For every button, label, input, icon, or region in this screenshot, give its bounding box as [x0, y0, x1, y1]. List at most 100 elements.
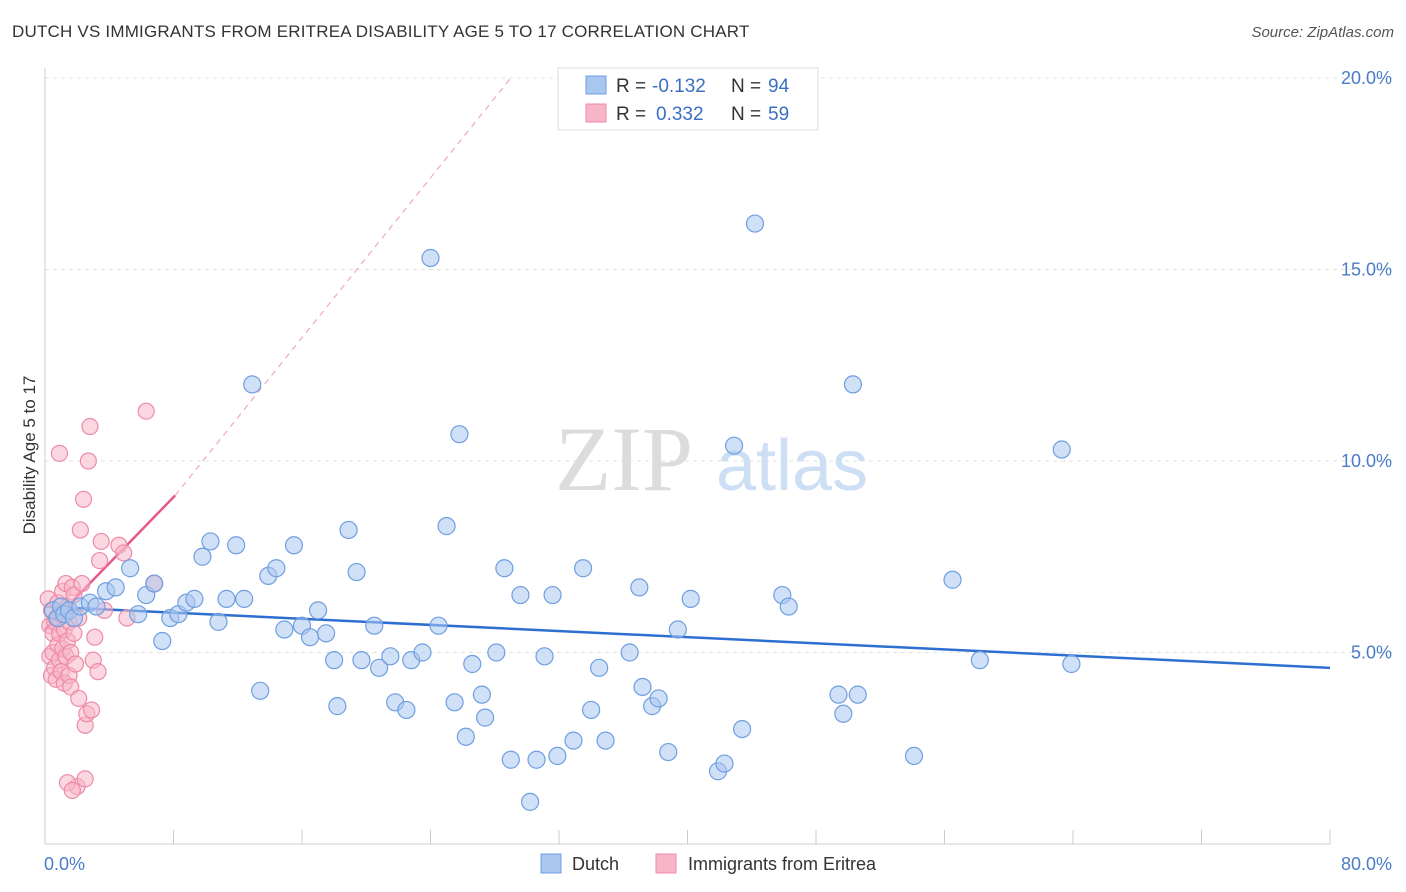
chart-source: Source: ZipAtlas.com: [1251, 24, 1394, 41]
point-dutch-10: [106, 578, 125, 597]
x-tick-labels: 0.0% 80.0%: [44, 854, 1392, 874]
point-dutch-59: [501, 750, 520, 769]
point-dutch-8: [87, 597, 106, 616]
bottom-legend-eritrea: Immigrants from Eritrea: [688, 854, 877, 874]
point-dutch-15: [153, 631, 172, 651]
point-dutch-77: [668, 620, 687, 639]
point-dutch-30: [275, 620, 294, 639]
top-legend: R = -0.132 N = 94 R = 0.332 N = 59: [557, 67, 819, 131]
point-eritrea-58: [63, 781, 81, 799]
point-dutch-26: [243, 375, 262, 394]
point-eritrea-47: [91, 551, 109, 570]
point-dutch-60: [511, 585, 530, 605]
y-axis-title: Disability Age 5 to 17: [20, 376, 39, 535]
bottom-legend-dutch: Dutch: [572, 854, 619, 874]
legend-n-label-dutch: N =: [731, 76, 761, 97]
legend-r-eritrea: 0.332: [656, 104, 704, 125]
point-dutch-40: [352, 651, 371, 670]
point-dutch-23: [217, 589, 236, 608]
point-dutch-67: [573, 559, 593, 578]
point-dutch-33: [300, 628, 320, 647]
point-dutch-94: [1062, 654, 1081, 674]
point-dutch-65: [548, 746, 567, 766]
legend-swatch-dutch: [585, 75, 607, 95]
point-dutch-86: [829, 685, 848, 704]
data-points: [39, 214, 1081, 811]
y-tick-label-3: 20.0%: [1341, 68, 1392, 88]
point-eritrea-42: [81, 417, 99, 436]
point-dutch-72: [630, 578, 649, 597]
trend-lines: [44, 77, 1331, 670]
legend-r-label-eritrea: R =: [616, 104, 646, 125]
point-eritrea-36: [71, 521, 89, 539]
point-dutch-64: [543, 585, 562, 605]
point-eritrea-31: [65, 624, 83, 642]
point-eritrea-33: [50, 444, 69, 462]
point-dutch-89: [848, 685, 867, 704]
bottom-swatch-dutch: [540, 853, 562, 874]
bottom-legend: Dutch Immigrants from Eritrea: [540, 853, 877, 874]
point-dutch-19: [185, 589, 204, 608]
point-dutch-21: [201, 532, 220, 551]
point-dutch-63: [535, 647, 554, 666]
point-eritrea-53: [137, 402, 155, 420]
watermark-zip: ZIP: [555, 408, 693, 510]
trend-eritrea-extended: [174, 77, 512, 496]
point-eritrea-48: [92, 532, 110, 551]
point-dutch-25: [235, 589, 254, 608]
point-dutch-81: [724, 436, 744, 455]
point-dutch-75: [649, 689, 668, 708]
point-eritrea-43: [82, 701, 101, 719]
point-dutch-73: [633, 677, 652, 697]
legend-r-label-dutch: R =: [616, 76, 646, 97]
point-dutch-83: [745, 214, 765, 233]
point-dutch-90: [904, 746, 924, 766]
point-dutch-88: [843, 375, 863, 394]
point-dutch-92: [970, 651, 989, 670]
y-tick-label-1: 10.0%: [1341, 451, 1392, 471]
point-dutch-62: [527, 750, 546, 769]
point-dutch-66: [564, 731, 583, 750]
legend-n-eritrea: 59: [768, 104, 789, 125]
point-dutch-47: [413, 643, 432, 662]
point-eritrea-45: [86, 628, 104, 646]
point-dutch-80: [715, 754, 734, 773]
point-dutch-39: [347, 562, 366, 582]
point-dutch-37: [328, 697, 347, 716]
point-eritrea-38: [74, 490, 93, 508]
point-dutch-22: [209, 612, 228, 631]
x-tick-label-start: 0.0%: [44, 854, 85, 874]
point-dutch-68: [582, 700, 601, 720]
point-dutch-49: [429, 616, 448, 635]
point-dutch-70: [596, 731, 615, 750]
legend-swatch-eritrea: [585, 103, 607, 123]
point-dutch-34: [308, 601, 328, 620]
y-tick-label-2: 15.0%: [1341, 260, 1392, 280]
point-dutch-31: [284, 536, 304, 555]
legend-n-dutch: 94: [768, 76, 790, 97]
point-dutch-36: [325, 651, 344, 670]
point-eritrea-41: [79, 452, 97, 470]
point-eritrea-57: [76, 770, 94, 788]
watermark-atlas: atlas: [716, 426, 868, 506]
point-dutch-76: [659, 742, 678, 762]
bottom-swatch-eritrea: [655, 853, 677, 874]
point-eritrea-51: [115, 544, 133, 562]
point-dutch-24: [227, 536, 246, 555]
point-dutch-91: [943, 570, 962, 589]
point-dutch-93: [1052, 440, 1071, 459]
point-eritrea-34: [70, 689, 88, 708]
x-tick-label-end: 80.0%: [1341, 854, 1392, 874]
point-dutch-45: [397, 700, 416, 720]
point-dutch-42: [370, 658, 389, 677]
y-tick-labels: 5.0% 10.0% 15.0% 20.0%: [1341, 68, 1392, 663]
point-dutch-41: [365, 616, 384, 635]
point-eritrea-46: [89, 663, 107, 681]
point-dutch-85: [779, 597, 798, 616]
point-dutch-12: [129, 605, 148, 624]
point-dutch-71: [620, 643, 639, 662]
point-dutch-53: [456, 727, 475, 746]
point-dutch-82: [733, 719, 752, 739]
point-dutch-57: [487, 643, 506, 662]
point-dutch-61: [520, 792, 540, 811]
